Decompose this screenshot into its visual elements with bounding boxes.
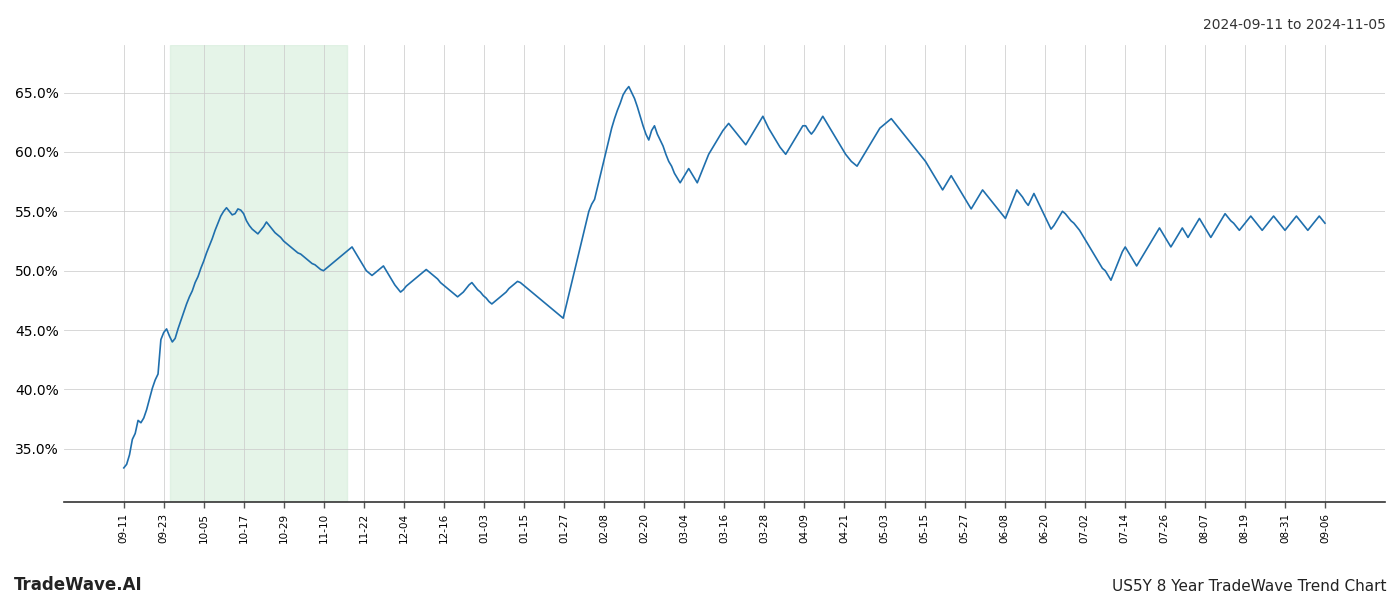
Bar <box>169 45 347 502</box>
Text: 2024-09-11 to 2024-11-05: 2024-09-11 to 2024-11-05 <box>1203 18 1386 32</box>
Text: TradeWave.AI: TradeWave.AI <box>14 576 143 594</box>
Text: US5Y 8 Year TradeWave Trend Chart: US5Y 8 Year TradeWave Trend Chart <box>1112 579 1386 594</box>
